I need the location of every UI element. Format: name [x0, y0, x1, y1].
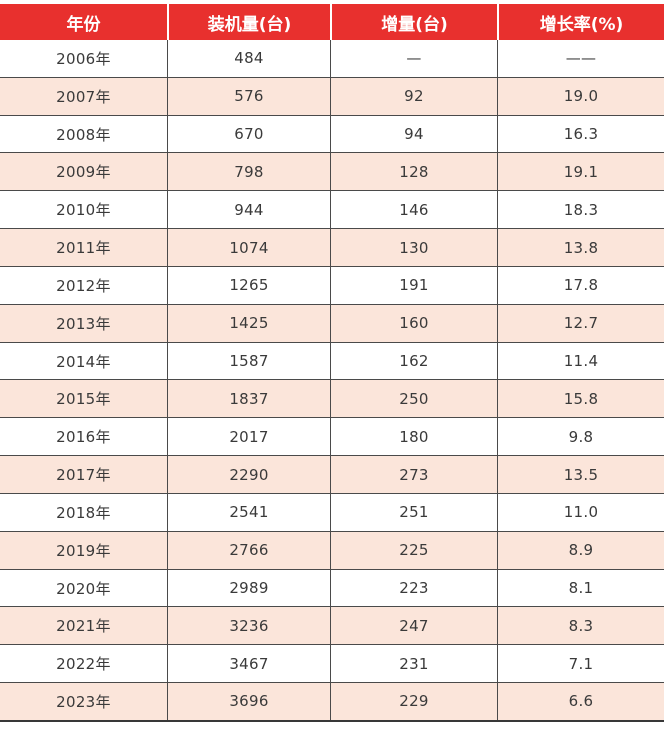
- table-row: 2021年 3236 247 8.3: [0, 607, 664, 646]
- cell-growth: 11.0: [497, 493, 664, 531]
- cell-installed: 1074: [167, 229, 330, 266]
- cell-growth: 16.3: [497, 115, 664, 153]
- cell-year: 2010年: [56, 201, 111, 220]
- cell-installed: 576: [167, 77, 330, 115]
- cell-year: 2015年: [56, 390, 111, 409]
- table-header-row: 年份 装机量(台) 增量(台) 增长率(%): [0, 4, 664, 40]
- cell-installed: 2017: [167, 418, 330, 456]
- table-row: 2020年 2989 223 8.1: [0, 569, 664, 608]
- cell-installed: 2541: [167, 493, 330, 531]
- cell-increment: 273: [330, 456, 497, 493]
- cell-growth: 8.9: [497, 531, 664, 569]
- cell-increment: 94: [330, 115, 497, 153]
- cell-installed: 1425: [167, 304, 330, 342]
- cell-growth: 15.8: [497, 380, 664, 418]
- cell-year: 2014年: [56, 352, 111, 371]
- cell-year: 2012年: [56, 276, 111, 295]
- table-row: 2007年 576 92 19.0: [0, 77, 664, 116]
- cell-year: 2022年: [56, 655, 111, 674]
- cell-increment: 229: [330, 683, 497, 720]
- cell-growth: 8.1: [497, 569, 664, 607]
- cell-increment: 130: [330, 229, 497, 266]
- column-header-growth: 增长率(%): [497, 4, 664, 40]
- cell-growth: 6.6: [497, 683, 664, 720]
- cell-increment: 180: [330, 418, 497, 456]
- data-table: 年份 装机量(台) 增量(台) 增长率(%) 2006年 484— —— 2007年 5…: [0, 4, 664, 722]
- table-row: 2011年 1074 130 13.8: [0, 229, 664, 267]
- cell-year: 2009年: [56, 163, 111, 182]
- cell-increment: 247: [330, 607, 497, 645]
- table-row: 2015年 1837 250 15.8: [0, 380, 664, 419]
- cell-year: 2019年: [56, 541, 111, 560]
- cell-installed: 3467: [167, 645, 330, 683]
- table-row: 2022年 3467 231 7.1: [0, 645, 664, 684]
- cell-increment: 160: [330, 304, 497, 342]
- cell-growth: 9.8: [497, 418, 664, 456]
- cell-increment: 231: [330, 645, 497, 683]
- table-body: 2006年 484— —— 2007年 576 92 19.0 2008年 670 94 16.3 2…: [0, 40, 664, 722]
- cell-year: 2011年: [56, 239, 111, 258]
- cell-installed: 484: [167, 40, 330, 77]
- cell-installed: 1265: [167, 266, 330, 304]
- cell-year: 2007年: [56, 87, 111, 106]
- table-row: 2013年 1425 160 12.7: [0, 304, 664, 343]
- cell-year: 2018年: [56, 503, 111, 522]
- table-row: 2006年 484— ——: [0, 40, 664, 78]
- table-row: 2023年 3696 229 6.6: [0, 683, 664, 720]
- cell-growth: 13.8: [497, 229, 664, 266]
- cell-growth: 11.4: [497, 342, 664, 380]
- cell-year: 2017年: [56, 466, 111, 485]
- column-header-year: 年份: [66, 14, 101, 35]
- cell-installed: 2989: [167, 569, 330, 607]
- cell-year: 2013年: [56, 314, 111, 333]
- cell-increment: 146: [330, 191, 497, 229]
- table-row: 2012年 1265 191 17.8: [0, 266, 664, 305]
- table-row: 2010年 944 146 18.3: [0, 191, 664, 230]
- cell-installed: 2290: [167, 456, 330, 493]
- cell-growth: 7.1: [497, 645, 664, 683]
- cell-installed: 670: [167, 115, 330, 153]
- cell-year: 2020年: [56, 579, 111, 598]
- cell-growth: 12.7: [497, 304, 664, 342]
- table-row: 2014年 1587 162 11.4: [0, 342, 664, 381]
- cell-increment: 162: [330, 342, 497, 380]
- cell-installed: 1837: [167, 380, 330, 418]
- cell-year: 2023年: [56, 692, 111, 711]
- cell-installed: 1587: [167, 342, 330, 380]
- cell-growth: 17.8: [497, 266, 664, 304]
- cell-growth: ——: [497, 40, 664, 77]
- cell-year: 2016年: [56, 428, 111, 447]
- table-row: 2018年 2541 251 11.0: [0, 493, 664, 532]
- cell-year: 2008年: [56, 125, 111, 144]
- cell-growth: 13.5: [497, 456, 664, 493]
- cell-growth: 19.1: [497, 153, 664, 191]
- table-row: 2017年 2290 273 13.5: [0, 456, 664, 494]
- table-row: 2019年 2766 225 8.9: [0, 531, 664, 570]
- column-header-installed: 装机量(台): [167, 4, 330, 40]
- cell-increment: 128: [330, 153, 497, 191]
- cell-increment: 223: [330, 569, 497, 607]
- cell-increment: 251: [330, 493, 497, 531]
- cell-installed: 2766: [167, 531, 330, 569]
- cell-increment: 191: [330, 266, 497, 304]
- cell-growth: 8.3: [497, 607, 664, 645]
- cell-installed: 798: [167, 153, 330, 191]
- table-row: 2009年 798 128 19.1: [0, 153, 664, 192]
- column-header-increment: 增量(台): [330, 4, 497, 40]
- cell-installed: 3236: [167, 607, 330, 645]
- cell-increment: 225: [330, 531, 497, 569]
- cell-growth: 18.3: [497, 191, 664, 229]
- cell-installed: 3696: [167, 683, 330, 720]
- cell-installed: 944: [167, 191, 330, 229]
- cell-year: 2021年: [56, 617, 111, 636]
- cell-growth: 19.0: [497, 77, 664, 115]
- table-row: 2008年 670 94 16.3: [0, 115, 664, 154]
- cell-increment: 92: [330, 77, 497, 115]
- table-row: 2016年 2017 180 9.8: [0, 418, 664, 457]
- cell-increment: —: [330, 40, 497, 77]
- cell-year: 2006年: [56, 49, 111, 68]
- cell-increment: 250: [330, 380, 497, 418]
